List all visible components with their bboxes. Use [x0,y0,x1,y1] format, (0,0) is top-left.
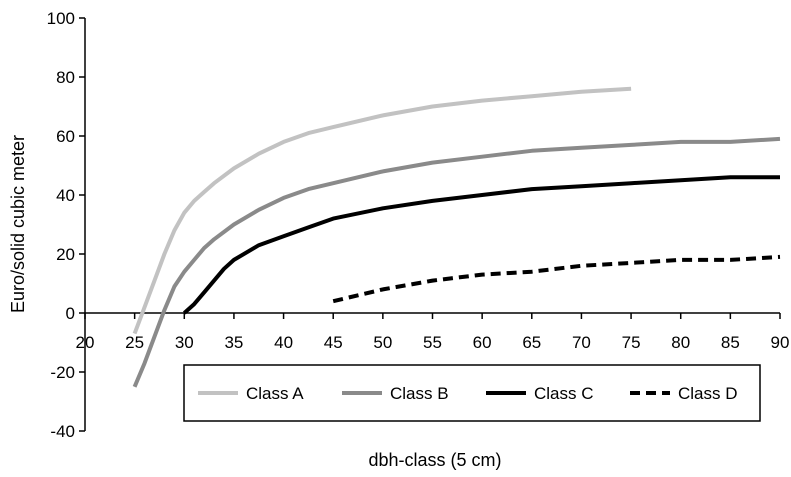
series-line-class-c [182,175,780,315]
x-tick-label: 30 [175,333,194,352]
x-tick-label: 40 [274,333,293,352]
y-tick-label: 100 [47,9,75,28]
legend-label: Class C [534,384,594,403]
y-axis-title: Euro/solid cubic meter [8,135,28,313]
x-axis-title: dbh-class (5 cm) [368,450,501,470]
y-tick-label: -40 [50,422,75,441]
x-tick-label: 70 [572,333,591,352]
x-tick-label: 45 [324,333,343,352]
x-tick-label: 60 [473,333,492,352]
legend-label: Class B [390,384,449,403]
y-tick-label: 60 [56,127,75,146]
legend-label: Class A [246,384,304,403]
y-tick-label: 20 [56,245,75,264]
x-tick-label: 50 [373,333,392,352]
series-line-class-a [132,86,632,335]
x-tick-label: 85 [721,333,740,352]
series-line-class-b [132,136,781,388]
legend: Class A Class B Class C Class D [183,364,761,422]
x-tick-label: 65 [522,333,541,352]
y-tick-label: 80 [56,68,75,87]
y-tick-label: -20 [50,363,75,382]
series-line-class-d [332,254,781,304]
x-tick-label: 90 [771,333,790,352]
x-tick-label: 55 [423,333,442,352]
x-tick-label: 80 [671,333,690,352]
x-tick-label: 20 [76,333,95,352]
legend-label: Class D [678,384,738,403]
series-lines [132,86,781,388]
y-tick-label: 40 [56,186,75,205]
y-tick-label: 0 [66,304,75,323]
x-tick-label: 25 [125,333,144,352]
x-tick-label: 35 [224,333,243,352]
x-tick-label: 75 [622,333,641,352]
axes [79,17,781,432]
